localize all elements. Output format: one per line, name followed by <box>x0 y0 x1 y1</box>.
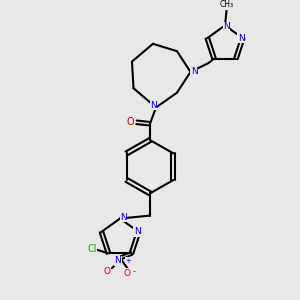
Text: -: - <box>133 268 136 277</box>
Text: O: O <box>126 117 134 127</box>
Text: N: N <box>134 227 140 236</box>
Text: CH₃: CH₃ <box>219 0 234 9</box>
Text: N: N <box>238 34 244 43</box>
Text: N: N <box>150 100 157 109</box>
Text: O: O <box>104 267 111 276</box>
Text: N: N <box>115 256 121 265</box>
Text: Cl: Cl <box>87 244 97 254</box>
Text: +: + <box>125 258 131 264</box>
Text: N: N <box>223 22 230 32</box>
Text: O: O <box>124 269 130 278</box>
Text: N: N <box>191 68 197 76</box>
Text: N: N <box>120 213 127 222</box>
